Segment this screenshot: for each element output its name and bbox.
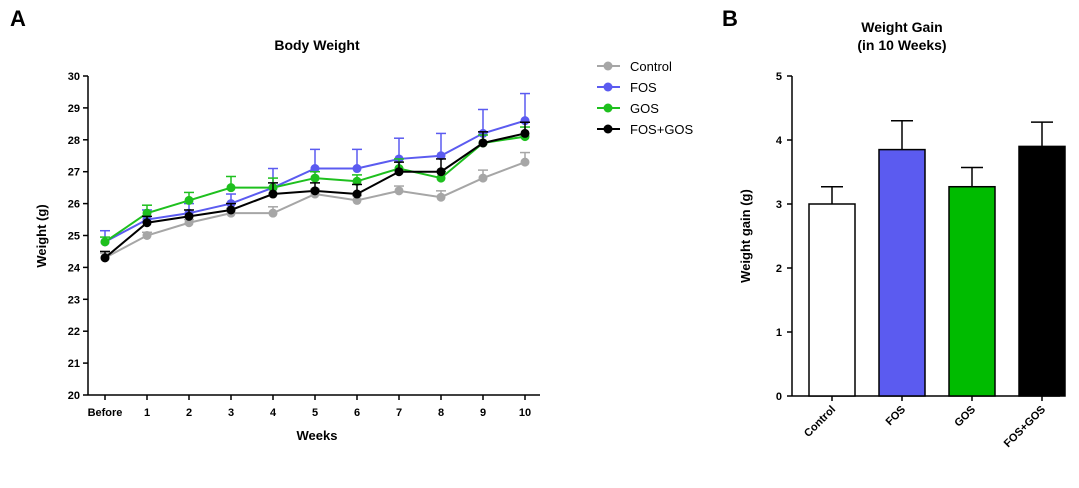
line-y-tick-label: 24 [68, 262, 81, 274]
data-point [226, 183, 236, 193]
data-point [478, 173, 488, 183]
legend-swatch-marker [603, 61, 613, 71]
line-chart-xlabel: Weeks [297, 428, 338, 443]
bar-control [808, 185, 856, 397]
bar-y-tick-label: 2 [776, 263, 782, 275]
bar-x-tick-label: Control [802, 404, 838, 440]
data-point [394, 167, 404, 177]
bar-chart-subtitle: (in 10 Weeks) [857, 37, 946, 53]
legend-label: GOS [630, 101, 659, 116]
data-point [310, 164, 320, 174]
line-y-tick-label: 28 [68, 135, 80, 147]
line-y-tick-label: 29 [68, 103, 80, 115]
legend: Control FOS GOS FOS+GOS [597, 59, 694, 137]
line-y-tick-label: 20 [68, 390, 80, 402]
data-point [436, 167, 446, 177]
line-x-tick-label: 2 [186, 407, 192, 419]
bar-chart-title: Weight Gain [861, 19, 942, 35]
legend-swatch-marker [603, 124, 613, 134]
weight-gain-chart: Weight Gain (in 10 Weeks) Weight gain (g… [738, 19, 1066, 450]
data-point [268, 189, 278, 199]
data-point [520, 128, 530, 138]
bar-x-tick-label: FOS [884, 404, 908, 428]
data-point [436, 151, 446, 161]
bar-x-tick-label: GOS [952, 404, 978, 430]
data-point [184, 218, 194, 228]
bar-rect [948, 185, 996, 397]
legend-item: Control [597, 59, 672, 74]
line-y-tick-label: 21 [68, 358, 80, 370]
data-point [352, 195, 362, 205]
data-point [142, 231, 152, 240]
bar-y-tick-label: 1 [776, 327, 782, 339]
line-y-tick-label: 30 [68, 71, 80, 83]
line-y-tick-label: 27 [68, 167, 80, 179]
line-y-tick-label: 23 [68, 294, 80, 306]
line-x-tick-label: 7 [396, 407, 402, 419]
bar-rect [808, 203, 856, 397]
legend-label: FOS [630, 80, 657, 95]
data-point [184, 195, 194, 205]
bar-gos [948, 166, 996, 397]
body-weight-chart: Body Weight Weeks Weight (g) 20212223242… [34, 37, 540, 443]
line-x-tick-label: 8 [438, 407, 444, 419]
data-point [310, 186, 320, 196]
data-point [268, 208, 278, 218]
legend-swatch-marker [603, 82, 613, 92]
line-chart-ylabel: Weight (g) [34, 204, 49, 267]
bar-rect [1018, 145, 1066, 397]
panel-letter-a: A [10, 6, 26, 31]
data-point [142, 208, 152, 218]
bar-y-tick-label: 4 [776, 135, 783, 147]
bar-chart-ylabel: Weight gain (g) [738, 189, 753, 283]
data-point [310, 173, 320, 183]
data-point [436, 173, 446, 183]
bar-fos-gos [1018, 121, 1066, 397]
series-fos [100, 92, 530, 247]
data-point [352, 189, 362, 199]
data-point [100, 253, 110, 263]
data-point [478, 138, 488, 148]
line-x-tick-label: 4 [270, 407, 277, 419]
line-x-tick-label: 6 [354, 407, 360, 419]
data-point [436, 192, 446, 202]
bar-fos [878, 120, 926, 397]
data-point [184, 211, 194, 221]
line-y-tick-label: 25 [68, 231, 80, 243]
bar-rect [878, 148, 926, 397]
data-point [352, 164, 362, 174]
bar-y-tick-label: 5 [776, 71, 782, 83]
series-fos-gos [100, 121, 530, 263]
legend-label: Control [630, 59, 672, 74]
line-chart-title: Body Weight [274, 37, 360, 53]
line-x-tick-label: 1 [144, 407, 150, 419]
legend-item: GOS [597, 101, 659, 116]
panel-letter-b: B [722, 6, 738, 31]
line-x-tick-label: Before [88, 407, 123, 419]
data-point [226, 205, 236, 215]
line-x-tick-label: 5 [312, 407, 318, 419]
bar-x-tick-label: FOS+GOS [1002, 404, 1048, 450]
bar-y-tick-label: 0 [776, 391, 782, 403]
line-x-tick-label: 10 [519, 407, 531, 419]
data-point [142, 218, 152, 228]
legend-item: FOS [597, 80, 657, 95]
line-x-tick-label: 9 [480, 407, 486, 419]
data-point [394, 186, 404, 196]
legend-swatch-marker [603, 103, 613, 113]
line-y-tick-label: 26 [68, 199, 80, 211]
data-point [520, 157, 530, 167]
legend-item: FOS+GOS [597, 122, 694, 137]
data-point [100, 237, 110, 247]
line-x-tick-label: 3 [228, 407, 234, 419]
line-y-tick-label: 22 [68, 326, 80, 338]
bar-y-tick-label: 3 [776, 199, 782, 211]
data-point [352, 176, 362, 186]
legend-label: FOS+GOS [630, 122, 694, 137]
